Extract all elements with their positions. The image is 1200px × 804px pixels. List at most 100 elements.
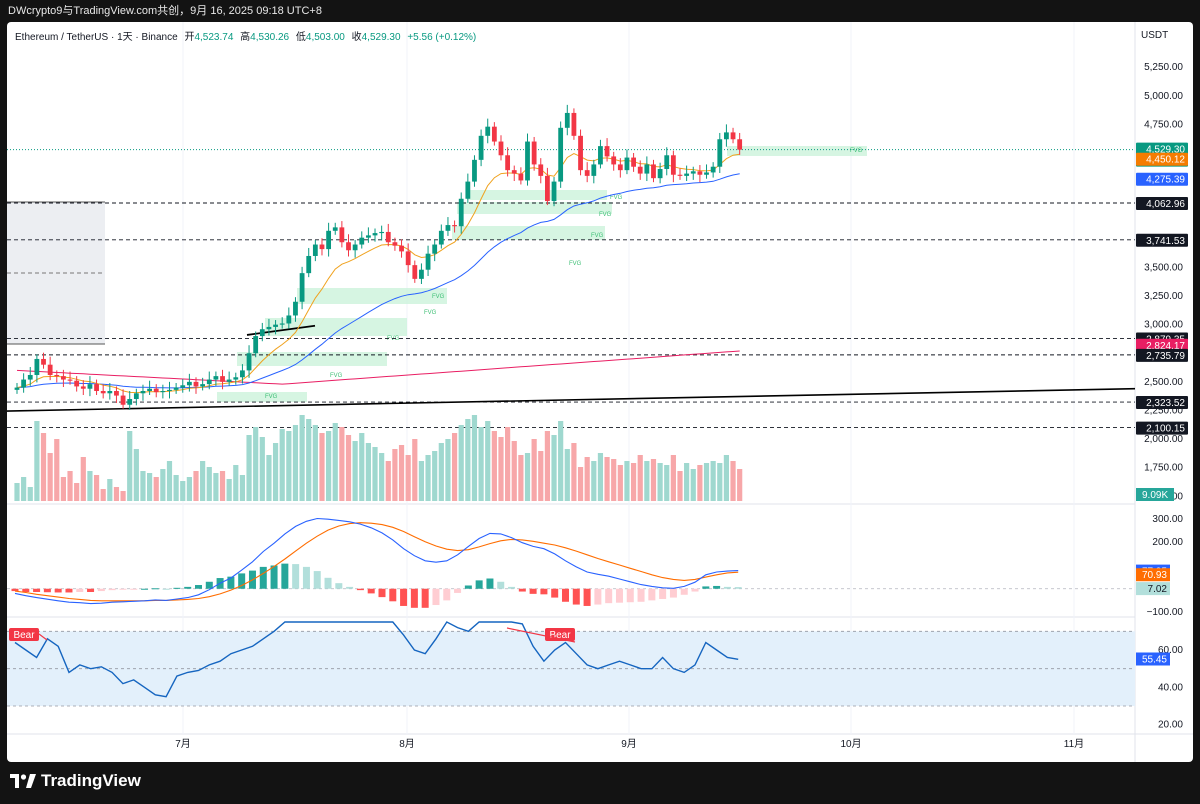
candle-body [365, 235, 371, 238]
macd-histogram-bar [151, 588, 159, 590]
symbol-name[interactable]: Ethereum / TetherUS · 1天 · Binance [15, 32, 178, 43]
macd-histogram-bar [410, 588, 418, 608]
price-label-box [1136, 172, 1188, 186]
volume-bar [670, 455, 676, 501]
volume-bar [27, 487, 33, 501]
candle-body [80, 386, 86, 389]
rsi-tick-label: 60.00 [1158, 645, 1183, 656]
macd-histogram-bar [11, 588, 19, 592]
fvg-zone [452, 226, 605, 240]
volume-bar [279, 429, 285, 501]
chart-canvas[interactable]: FVG FVG FVG FVG FVG FVG FVG FVG FVG FVG 5,250.00 5,… [7, 22, 1193, 762]
price-tick-label: 2,500.00 [1144, 377, 1183, 388]
volume-bar [200, 461, 206, 501]
volume-bar [518, 455, 524, 501]
volume-bar [80, 457, 86, 501]
candle-body [551, 181, 557, 202]
volume-bar [418, 461, 425, 501]
candle-body [637, 166, 643, 174]
volume-bar [319, 433, 325, 501]
candle-body [677, 174, 683, 176]
candle-body [346, 242, 351, 251]
candle-body [730, 132, 736, 140]
time-tick-label: 9月 [621, 738, 637, 750]
volume-bar [34, 421, 40, 501]
volume-bar [60, 477, 67, 501]
macd-histogram-bar [378, 588, 386, 598]
candle-body [299, 273, 305, 302]
volume-bar [630, 463, 637, 501]
volume-bar [127, 431, 133, 501]
volume-bar [292, 425, 299, 501]
volume-bar [524, 453, 531, 501]
chart-frame[interactable]: FVG FVG FVG FVG FVG FVG FVG FVG FVG FVG 5,250.00 5,… [7, 22, 1193, 762]
candle-body [21, 379, 27, 388]
volume-bar [445, 439, 451, 501]
time-tick-label: 10月 [840, 738, 861, 750]
candle-body [160, 391, 166, 393]
macd-histogram-bar [659, 588, 667, 599]
macd-histogram-bar [432, 588, 440, 606]
volume-bar [100, 489, 106, 501]
volume-bar [173, 475, 179, 501]
volume-bar [21, 477, 27, 501]
volume-bar [558, 421, 564, 501]
rsi-value-text: 55.45 [1142, 654, 1167, 665]
volume-bar [650, 459, 657, 501]
candle-body [651, 164, 656, 179]
macd-histogram-bar [119, 588, 127, 590]
macd-value-text: 70.93 [1142, 570, 1167, 581]
volume-bar [206, 467, 212, 501]
candle-body [670, 155, 676, 175]
brand-name: TradingView [41, 771, 141, 790]
macd-histogram-bar [97, 588, 105, 592]
volume-bar [485, 421, 491, 501]
rsi-tick-label: 20.00 [1158, 720, 1183, 731]
candle-body [173, 387, 179, 390]
volume-bar [113, 487, 120, 501]
volume-label-text: 9.09K [1142, 490, 1168, 501]
currency-label[interactable]: USDT [1141, 30, 1169, 41]
volume-bar [233, 465, 239, 501]
price-label-text: 4,450.12 [1146, 155, 1185, 166]
volume-bar [531, 439, 537, 501]
volume-bar [272, 443, 279, 501]
volume-bar [584, 457, 590, 501]
volume-bar [153, 477, 159, 501]
volume-bar [690, 469, 696, 501]
volume-bar [730, 461, 736, 501]
candle-body [531, 141, 537, 165]
macd-histogram-bar [324, 577, 332, 589]
candle-body [259, 329, 265, 337]
fvg-zone [217, 392, 307, 402]
volume-bar [611, 459, 617, 501]
macd-histogram-bar [400, 588, 408, 606]
volume-bar [657, 463, 663, 501]
price-label-text: 4,062.96 [1146, 199, 1185, 210]
price-label-box [1136, 396, 1188, 410]
price-label-text: 2,824.17 [1146, 341, 1185, 352]
volume-bar [306, 419, 312, 501]
candle-body [87, 384, 93, 389]
volume-bar [147, 473, 153, 501]
macd-histogram-bar [615, 588, 623, 603]
candle-body [617, 164, 623, 171]
price-label-text: 2,100.15 [1146, 424, 1185, 435]
macd-value-text: 7.02 [1148, 584, 1168, 595]
volume-bar [451, 433, 458, 501]
macd-histogram-bar [65, 588, 73, 593]
candle-body [405, 251, 411, 266]
volume-bar [120, 491, 126, 501]
tradingview-logo[interactable]: TradingView [10, 771, 141, 791]
volume-bar [47, 453, 53, 501]
candle-body [710, 166, 716, 173]
volume-bar [564, 449, 570, 501]
macd-histogram-bar [335, 583, 343, 589]
volume-bar [213, 473, 219, 501]
price-tick-label: 2,000.00 [1144, 434, 1183, 445]
volume-bar [478, 427, 484, 501]
volume-bar [365, 443, 371, 501]
candle-body [246, 353, 252, 371]
candle-body [664, 155, 670, 170]
macd-histogram-bar [389, 588, 397, 602]
